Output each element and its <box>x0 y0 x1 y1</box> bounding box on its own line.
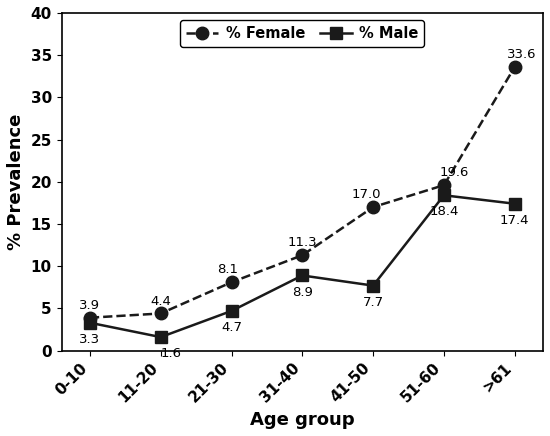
Text: 4.4: 4.4 <box>150 295 171 307</box>
Line: % Male: % Male <box>84 190 520 343</box>
% Female <box>441 183 447 188</box>
% Male <box>228 308 235 313</box>
% Female <box>299 252 306 258</box>
Text: 11.3: 11.3 <box>288 236 317 249</box>
X-axis label: Age group: Age group <box>250 411 355 429</box>
% Female <box>370 204 376 210</box>
Text: 18.4: 18.4 <box>429 205 459 218</box>
% Male <box>157 334 164 340</box>
% Female <box>228 279 235 285</box>
Text: 17.0: 17.0 <box>351 188 381 201</box>
% Male <box>512 201 518 206</box>
% Female <box>86 315 93 320</box>
Text: 8.1: 8.1 <box>217 263 239 276</box>
Text: 8.9: 8.9 <box>292 286 313 299</box>
% Male <box>441 193 447 198</box>
% Female <box>157 311 164 316</box>
Y-axis label: % Prevalence: % Prevalence <box>7 114 25 250</box>
% Female <box>512 65 518 70</box>
Legend: % Female, % Male: % Female, % Male <box>180 20 424 47</box>
% Male <box>299 273 306 278</box>
Text: 7.7: 7.7 <box>362 296 384 309</box>
Text: 17.4: 17.4 <box>500 214 530 227</box>
Text: 1.6: 1.6 <box>161 347 182 360</box>
Text: 33.6: 33.6 <box>507 48 537 61</box>
Text: 3.3: 3.3 <box>79 333 101 346</box>
% Male <box>370 283 376 288</box>
Line: % Female: % Female <box>84 61 521 324</box>
% Male <box>86 320 93 325</box>
Text: 19.6: 19.6 <box>440 166 469 179</box>
Text: 4.7: 4.7 <box>221 321 242 334</box>
Text: 3.9: 3.9 <box>79 299 101 312</box>
